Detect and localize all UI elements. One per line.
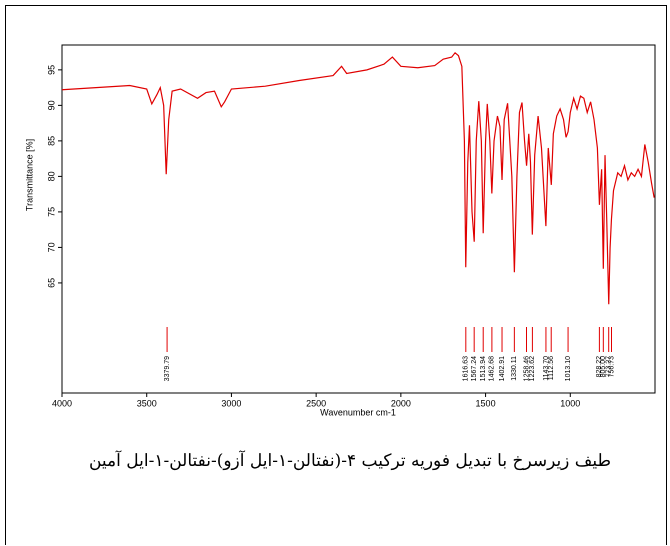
x-tick-label: 4000 [52, 398, 72, 408]
x-tick-label: 2000 [391, 398, 411, 408]
peak-label: 3379.79 [164, 356, 171, 381]
peak-label: 756.73 [608, 356, 615, 378]
y-tick-label: 65 [46, 278, 56, 288]
peak-label: 1402.91 [499, 356, 506, 381]
y-tick-label: 95 [46, 65, 56, 75]
peak-label: 1112.56 [548, 356, 555, 380]
x-tick-label: 2500 [306, 398, 326, 408]
peak-label: 805.00 [600, 356, 607, 378]
y-tick-label: 90 [46, 100, 56, 110]
plot-frame [61, 44, 656, 394]
peak-label: 1616.63 [463, 356, 470, 381]
spectrum-line [61, 51, 655, 305]
y-tick-label: 85 [46, 136, 56, 146]
peak-label: 1223.62 [529, 356, 536, 381]
y-axis-label: Transmittance [%] [24, 139, 34, 211]
peak-label: 828.22 [596, 356, 603, 378]
x-axis-label: Wavenumber cm-1 [320, 407, 396, 417]
peak-label: 1462.68 [489, 356, 496, 381]
x-tick-label: 1000 [560, 398, 580, 408]
y-tick-label: 70 [46, 242, 56, 252]
peak-label: 1258.46 [523, 356, 530, 381]
y-tick-label: 75 [46, 207, 56, 217]
peak-label: 1330.11 [511, 356, 518, 381]
peak-label: 773.27 [606, 356, 613, 378]
peak-label: 1513.94 [480, 356, 487, 381]
peak-label: 1143.70 [543, 356, 550, 381]
peak-label: 1567.24 [471, 356, 478, 381]
x-tick-label: 3000 [221, 398, 241, 408]
y-tick-label: 80 [46, 171, 56, 181]
caption: طیف زیرسرخ با تبدیل فوریه ترکیب ۴-(نفتال… [88, 451, 612, 471]
x-tick-label: 1500 [476, 398, 496, 408]
frame [5, 5, 667, 545]
x-tick-label: 3500 [137, 398, 157, 408]
chart: Wavenumber cm-1 Transmittance [%] 4000 35… [24, 44, 656, 417]
peak-label: 1013.10 [565, 356, 572, 381]
